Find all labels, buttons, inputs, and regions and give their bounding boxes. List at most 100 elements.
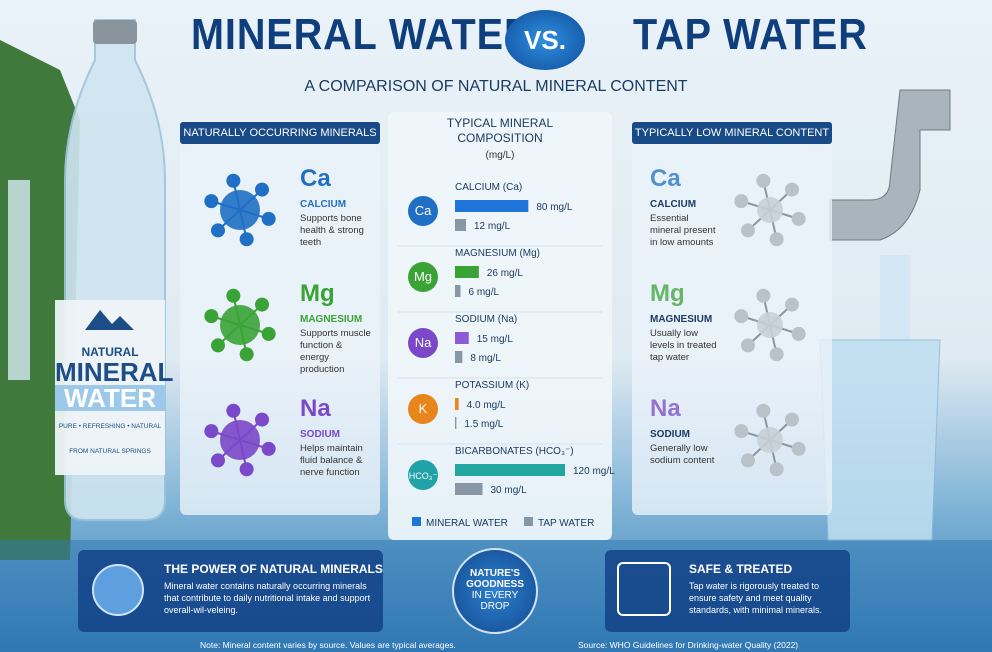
symbol-badge	[408, 328, 438, 358]
mineral-name: CALCIUM	[650, 199, 697, 210]
molecule-atom	[734, 309, 749, 324]
info-box-right: SAFE & TREATED Tap water is rigorously t…	[605, 550, 850, 632]
bar	[455, 351, 463, 363]
drop-icon	[92, 564, 144, 616]
value-label: 1.5 mg/L	[464, 419, 503, 430]
value-label: 120 mg/L	[573, 466, 615, 477]
symbol-badge	[408, 196, 438, 226]
molecule-atom	[226, 173, 241, 188]
mineral-symbol: Na	[650, 395, 681, 422]
molecule-atom	[785, 297, 800, 312]
molecule-atom	[785, 182, 800, 197]
subtitle: A COMPARISON OF NATURAL MINERAL CONTENT	[304, 78, 688, 95]
mineral-text: Generally low sodium content	[650, 443, 715, 466]
faucet	[829, 89, 951, 241]
value-label: 15 mg/L	[477, 334, 514, 345]
left-heading: NATURALLY OCCURRING MINERALS	[180, 122, 380, 144]
molecule-atom	[740, 338, 755, 353]
title-right: TAP WATER	[633, 10, 868, 59]
bottle-origin: FROM NATURAL SPRINGS	[69, 448, 151, 455]
badge: NATURE'S GOODNESS IN EVERY DROP	[452, 548, 538, 634]
molecule-atom	[204, 194, 219, 209]
molecule-atom	[210, 223, 225, 238]
symbol-badge	[408, 394, 438, 424]
mineral-symbol: Na	[300, 395, 331, 422]
category-label: BICARBONATES (HCO₃⁻)	[455, 446, 574, 457]
molecule-atom	[734, 194, 749, 209]
bottle-line: WATER	[55, 385, 165, 411]
badge-line: GOODNESS	[466, 579, 524, 590]
value-label: 30 mg/L	[491, 485, 528, 496]
bottle-cap	[93, 20, 137, 44]
molecule-core	[757, 427, 783, 453]
molecule-atom	[239, 462, 254, 477]
box-title: THE POWER OF NATURAL MINERALS	[164, 562, 383, 576]
mineral-text: Helps maintain fluid balance & nerve fun…	[300, 443, 363, 478]
molecule-core	[220, 305, 260, 345]
molecule-atom	[791, 326, 806, 341]
symbol-label: Na	[415, 335, 432, 350]
bar	[455, 398, 459, 410]
molecule-atom	[769, 232, 784, 247]
legend-label: TAP WATER	[538, 518, 594, 529]
badge-line: IN EVERY	[471, 590, 519, 601]
mineral-symbol: Ca	[650, 165, 681, 192]
bottle-line: MINERAL	[55, 357, 174, 387]
chart-title: TYPICAL MINERAL COMPOSITION	[447, 116, 554, 145]
molecule-atom	[756, 288, 771, 303]
molecule-atom	[255, 182, 270, 197]
bar	[455, 332, 469, 344]
mineral-name: MAGNESIUM	[650, 314, 713, 325]
mineral-name: CALCIUM	[300, 199, 347, 210]
molecule-atom	[734, 424, 749, 439]
molecule-atom	[226, 403, 241, 418]
footnote: Note: Mineral content varies by source. …	[200, 640, 456, 650]
bottle-text: NATURAL MINERAL WATER PURE • REFRESHING …	[55, 345, 174, 455]
value-label: 6 mg/L	[469, 287, 500, 298]
molecule-atom	[239, 232, 254, 247]
box-text: Tap water is rigorously treated to ensur…	[689, 581, 823, 615]
mineral-text: Essential mineral present in low amounts	[650, 213, 716, 248]
badge-line: DROP	[480, 601, 510, 612]
right-heading: TYPICALLY LOW MINERAL CONTENT	[632, 122, 832, 144]
mineral-text: Supports bone health & strong teeth	[300, 213, 364, 248]
source: Source: WHO Guidelines for Drinking-wate…	[578, 640, 799, 650]
molecule-atom	[769, 347, 784, 362]
bar	[455, 200, 529, 212]
mineral-name: SODIUM	[300, 429, 340, 440]
molecule-atom	[255, 297, 270, 312]
legend-swatch	[524, 517, 533, 526]
title-left: MINERAL WATER	[191, 10, 534, 59]
molecule-atom	[785, 412, 800, 427]
category-label: POTASSIUM (K)	[455, 380, 529, 391]
mineral-name: SODIUM	[650, 429, 690, 440]
legend-swatch	[412, 517, 421, 526]
mineral-symbol: Mg	[300, 280, 335, 307]
molecule-atom	[740, 453, 755, 468]
mountain-icon	[85, 310, 134, 330]
mineral-name: MAGNESIUM	[300, 314, 363, 325]
molecule-core	[220, 190, 260, 230]
vs-badge: VS.	[505, 10, 585, 70]
molecule-core	[757, 312, 783, 338]
bar	[455, 285, 461, 297]
molecule-atom	[255, 412, 270, 427]
chart-subtitle: (mg/L)	[486, 150, 515, 161]
legend-label: MINERAL WATER	[426, 518, 508, 529]
mineral-symbol: Ca	[300, 165, 331, 192]
mineral-text: Usually low levels in treated tap water	[650, 328, 717, 363]
symbol-label: HCO₃⁻	[409, 471, 438, 481]
molecule-core	[220, 420, 260, 460]
category-label: CALCIUM (Ca)	[455, 182, 522, 193]
bottle-line: NATURAL	[81, 345, 139, 359]
box-title: SAFE & TREATED	[689, 562, 793, 576]
molecule-atom	[261, 441, 276, 456]
symbol-label: Ca	[415, 203, 432, 218]
bar	[455, 464, 565, 476]
symbol-badge	[408, 460, 438, 490]
molecule-atom	[791, 211, 806, 226]
molecule-atom	[204, 424, 219, 439]
value-label: 4.0 mg/L	[467, 400, 506, 411]
